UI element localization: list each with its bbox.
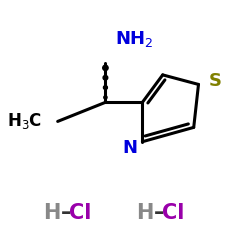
Circle shape xyxy=(103,65,108,70)
Text: H: H xyxy=(136,203,154,223)
Text: H: H xyxy=(43,203,60,223)
Circle shape xyxy=(104,96,107,99)
Circle shape xyxy=(104,86,108,89)
Text: –: – xyxy=(61,203,71,223)
Text: Cl: Cl xyxy=(69,203,92,223)
Text: N: N xyxy=(123,139,138,157)
Text: H$_3$C: H$_3$C xyxy=(7,112,42,132)
Text: S: S xyxy=(209,72,222,90)
Text: NH$_2$: NH$_2$ xyxy=(115,29,154,49)
Circle shape xyxy=(103,76,108,80)
Text: –: – xyxy=(154,203,164,223)
Text: Cl: Cl xyxy=(162,203,184,223)
